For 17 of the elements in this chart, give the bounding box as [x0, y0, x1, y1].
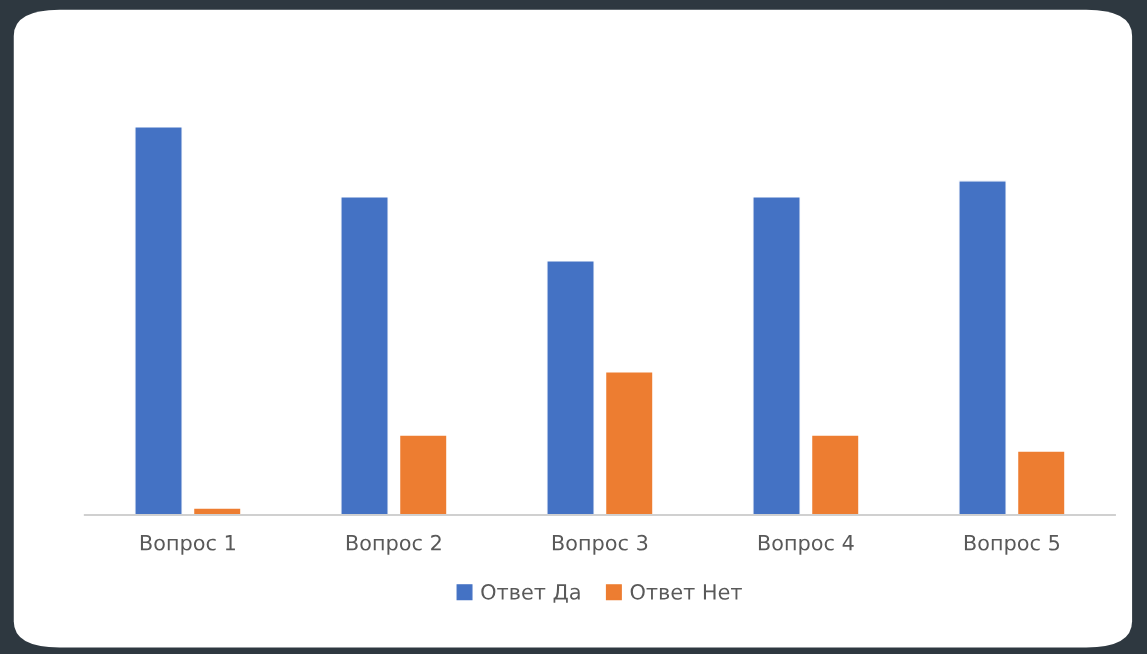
bar	[810, 434, 860, 516]
legend-label: Ответ Нет	[630, 583, 742, 600]
x-tick-label: Вопрос 5	[964, 535, 1060, 555]
bar	[752, 196, 801, 516]
bar	[1016, 450, 1066, 516]
x-tick-label: Вопрос 1	[140, 535, 235, 555]
legend-label: Ответ Да	[481, 583, 580, 603]
x-tick-label: Вопрос 3	[552, 534, 648, 555]
x-tick-label: Вопрос 2	[346, 534, 441, 555]
bar	[398, 434, 448, 516]
bar	[958, 180, 1007, 516]
x-tick-label: Вопрос 4	[758, 535, 854, 555]
bar	[340, 196, 389, 516]
bar	[192, 507, 242, 516]
bar	[546, 260, 595, 516]
bar	[134, 126, 183, 516]
bar	[604, 371, 654, 516]
